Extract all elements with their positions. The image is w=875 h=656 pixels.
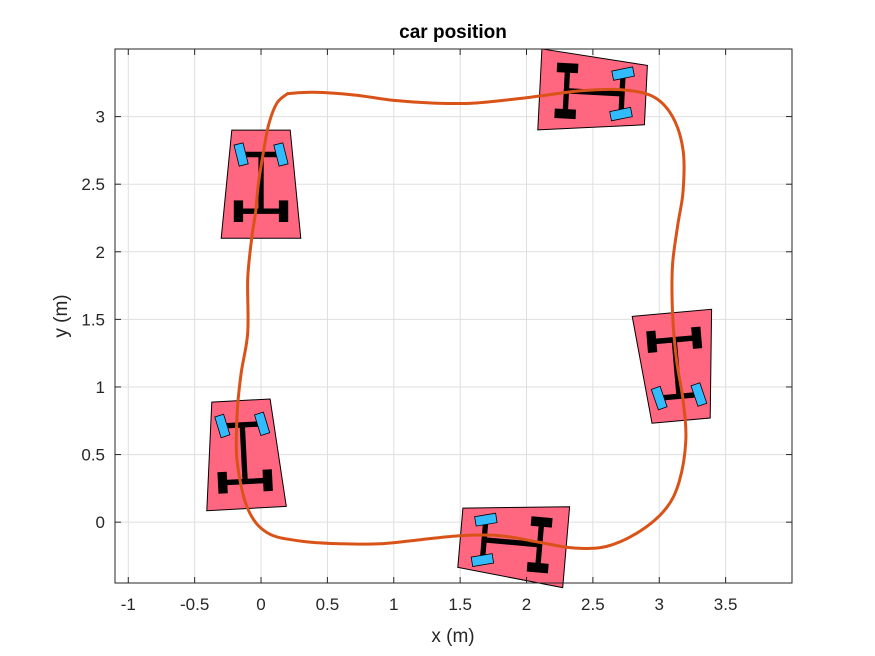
- trajectory-line: [234, 87, 688, 550]
- car-spine: [239, 424, 248, 482]
- x-tick-label: 0.5: [316, 595, 340, 614]
- car-front-wheel: [611, 66, 635, 81]
- car-rear-wheel: [646, 330, 658, 353]
- car-rear-wheel: [278, 200, 289, 222]
- y-tick-label: 3: [96, 108, 105, 127]
- x-tick-label: -0.5: [180, 595, 209, 614]
- chart-title: car position: [399, 22, 507, 43]
- y-tick-label: 2.5: [81, 175, 105, 194]
- car-front-wheel: [474, 512, 498, 527]
- car: [631, 308, 713, 424]
- car-front-wheel: [254, 411, 271, 437]
- car-spine: [483, 537, 540, 548]
- y-tick-label: 1: [96, 378, 105, 397]
- y-tick-label: 1.5: [81, 310, 105, 329]
- car-rear-wheel: [554, 108, 576, 120]
- x-tick-label: 2.5: [581, 595, 605, 614]
- car-rear-wheel: [530, 516, 553, 528]
- car-rear-wheel: [691, 326, 703, 349]
- grid: [115, 49, 792, 583]
- x-tick-label: 0: [256, 595, 265, 614]
- car-rear-wheel: [262, 469, 273, 492]
- x-tick-label: -1: [121, 595, 136, 614]
- x-tick-label: 2: [522, 595, 531, 614]
- y-tick-label: 0: [96, 513, 105, 532]
- x-tick-label: 1: [389, 595, 398, 614]
- cars-layer: [206, 48, 713, 589]
- plot-frame: [114, 48, 793, 584]
- car-rear-wheel: [233, 200, 244, 222]
- car-rear-wheel: [217, 471, 228, 494]
- x-tick-label: 1.5: [448, 595, 472, 614]
- car-front-wheel: [273, 142, 289, 167]
- car-front-axle: [479, 519, 489, 561]
- y-ticks: 0 0.5 1 1.5 2 2.5 3: [81, 108, 792, 532]
- y-tick-label: 2: [96, 243, 105, 262]
- series-layer: [234, 87, 688, 550]
- car-front-wheel: [650, 385, 668, 411]
- car-front-wheel: [470, 553, 495, 567]
- car-front-wheel: [609, 106, 633, 122]
- x-tick-label: 3: [655, 595, 664, 614]
- x-tick-label: 3.5: [714, 595, 738, 614]
- y-axis-label: y (m): [51, 294, 72, 337]
- car: [206, 398, 287, 512]
- x-ticks: -1 -0.5 0 0.5 1 1.5 2 2.5 3 3.5: [121, 49, 738, 614]
- car: [220, 129, 302, 239]
- car-rear-wheel: [526, 562, 549, 574]
- x-axis-label: x (m): [431, 626, 474, 647]
- car: [457, 506, 571, 589]
- y-tick-label: 0.5: [81, 446, 105, 465]
- car-front-axle: [618, 73, 626, 115]
- car-rear-wheel: [556, 62, 579, 74]
- car-front-wheel: [214, 413, 231, 439]
- car-front-wheel: [233, 142, 249, 167]
- car-front-wheel: [690, 382, 708, 407]
